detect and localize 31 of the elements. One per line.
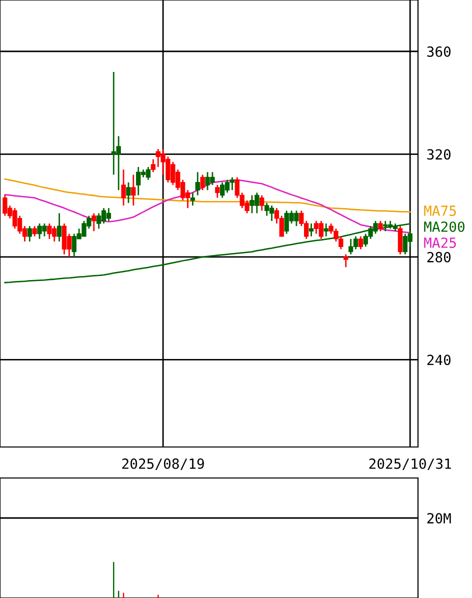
candlestick xyxy=(92,212,96,232)
x-tick-label: 2025/10/31 xyxy=(369,458,451,470)
candlestick xyxy=(27,225,32,242)
candlestick xyxy=(358,236,364,250)
candlestick xyxy=(308,222,314,238)
candlestick xyxy=(121,168,126,206)
candlestick xyxy=(126,182,131,204)
y-tick-label: 20M xyxy=(427,513,451,524)
candlestick xyxy=(260,194,264,212)
candlestick xyxy=(215,184,220,199)
y-tick-label: 240 xyxy=(427,354,451,366)
candlestick xyxy=(344,254,348,268)
candlestick xyxy=(324,222,328,238)
candlestick xyxy=(378,220,383,232)
series-label: MA25 xyxy=(424,237,456,248)
y-tick-label: 320 xyxy=(427,149,451,160)
x-tick-label: 2025/08/19 xyxy=(122,458,204,470)
candlestick xyxy=(195,171,200,196)
candlestick xyxy=(200,174,205,191)
series-label: MA200 xyxy=(424,221,464,232)
candlestick xyxy=(56,212,62,242)
candlestick xyxy=(131,174,136,206)
series-label: MA75 xyxy=(424,206,456,216)
line-series xyxy=(4,223,411,284)
y-tick-label: 280 xyxy=(427,252,451,262)
candlestick xyxy=(398,225,403,256)
candlestick xyxy=(32,225,37,238)
candlestick xyxy=(150,158,156,173)
line-series xyxy=(4,178,411,213)
y-tick-label: 360 xyxy=(427,46,451,57)
candlestick xyxy=(190,192,196,206)
